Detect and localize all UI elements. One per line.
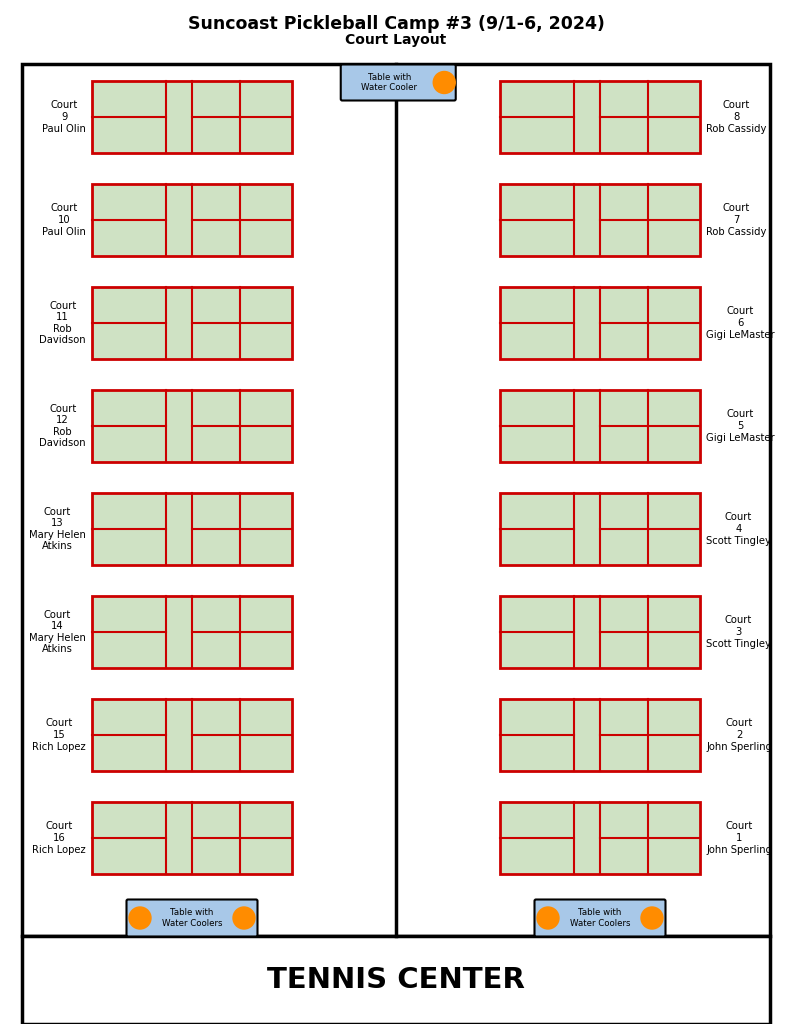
Text: Court
12
Rob
Davidson: Court 12 Rob Davidson — [40, 403, 86, 449]
Text: Court
13
Mary Helen
Atkins: Court 13 Mary Helen Atkins — [29, 507, 86, 551]
Bar — [92, 287, 292, 359]
Text: Suncoast Pickleball Camp #3 (9/1-6, 2024): Suncoast Pickleball Camp #3 (9/1-6, 2024… — [188, 15, 604, 33]
Bar — [92, 802, 292, 874]
Text: Court
2
John Sperling: Court 2 John Sperling — [706, 719, 772, 752]
Text: Table with
Water Cooler: Table with Water Cooler — [361, 73, 417, 92]
FancyBboxPatch shape — [341, 65, 455, 100]
Bar — [92, 81, 292, 153]
Text: Court
15
Rich Lopez: Court 15 Rich Lopez — [32, 719, 86, 752]
Text: Table with
Water Coolers: Table with Water Coolers — [569, 908, 630, 928]
Bar — [92, 699, 292, 771]
Circle shape — [129, 907, 151, 929]
Circle shape — [433, 72, 455, 93]
Bar — [22, 936, 770, 1024]
Text: Court
5
Gigi LeMaster: Court 5 Gigi LeMaster — [706, 410, 775, 442]
Text: Court
7
Rob Cassidy: Court 7 Rob Cassidy — [706, 204, 767, 237]
Text: Court
8
Rob Cassidy: Court 8 Rob Cassidy — [706, 100, 767, 133]
Text: Court
14
Mary Helen
Atkins: Court 14 Mary Helen Atkins — [29, 609, 86, 654]
Text: Court
1
John Sperling: Court 1 John Sperling — [706, 821, 772, 855]
Bar — [500, 81, 700, 153]
Bar — [500, 184, 700, 256]
Circle shape — [537, 907, 559, 929]
Bar — [500, 390, 700, 462]
Bar — [92, 184, 292, 256]
Text: Court
6
Gigi LeMaster: Court 6 Gigi LeMaster — [706, 306, 775, 340]
Bar — [500, 699, 700, 771]
Bar — [92, 390, 292, 462]
Circle shape — [233, 907, 255, 929]
Text: Table with
Water Coolers: Table with Water Coolers — [162, 908, 223, 928]
Text: Court
9
Paul Olin: Court 9 Paul Olin — [42, 100, 86, 133]
Text: Court Layout: Court Layout — [345, 33, 447, 47]
Circle shape — [641, 907, 663, 929]
Bar — [500, 802, 700, 874]
Bar — [92, 493, 292, 565]
Bar — [500, 596, 700, 668]
Text: Court
3
Scott Tingley: Court 3 Scott Tingley — [706, 615, 771, 648]
Bar — [92, 596, 292, 668]
FancyBboxPatch shape — [127, 899, 257, 937]
FancyBboxPatch shape — [535, 899, 665, 937]
Text: Court
4
Scott Tingley: Court 4 Scott Tingley — [706, 512, 771, 546]
Text: Court
10
Paul Olin: Court 10 Paul Olin — [42, 204, 86, 237]
Bar — [22, 63, 770, 936]
Text: TENNIS CENTER: TENNIS CENTER — [267, 966, 525, 994]
Text: Court
16
Rich Lopez: Court 16 Rich Lopez — [32, 821, 86, 855]
Text: Court
11
Rob
Davidson: Court 11 Rob Davidson — [40, 301, 86, 345]
Bar — [500, 287, 700, 359]
Bar — [500, 493, 700, 565]
